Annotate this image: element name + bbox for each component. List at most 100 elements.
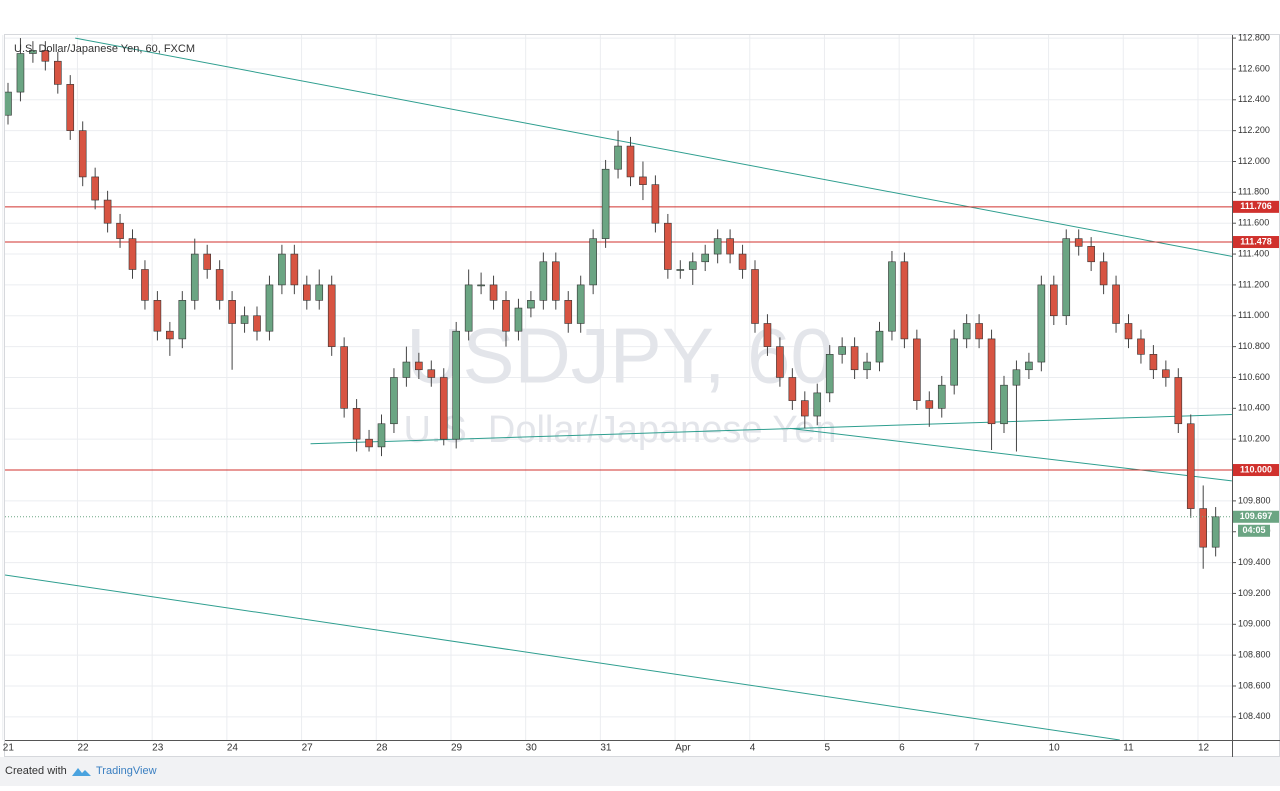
y-tick-label: 108.600 — [1238, 680, 1271, 690]
candle-body — [514, 307, 523, 332]
candle-body — [116, 222, 124, 239]
footer-brand[interactable]: TradingView — [96, 765, 157, 777]
candle-body — [340, 346, 348, 409]
y-tick-label: 111.400 — [1238, 248, 1269, 258]
footer-created: Created with — [5, 765, 67, 777]
candle-body — [203, 253, 211, 270]
y-tick-label: 111.200 — [1238, 279, 1269, 289]
candle-body — [128, 238, 137, 270]
candle-body — [1037, 284, 1046, 363]
candle-body — [863, 361, 871, 371]
chart-frame — [4, 34, 1280, 757]
x-tick-label: 5 — [824, 743, 830, 754]
y-tick-label: 109.200 — [1238, 588, 1271, 598]
candle-body — [875, 330, 884, 363]
candle-body — [751, 269, 759, 324]
candle-body — [489, 284, 498, 301]
candle-body — [701, 253, 710, 263]
y-tick-label: 109.800 — [1238, 495, 1271, 505]
y-tick-label: 112.800 — [1238, 32, 1270, 42]
candle-body — [327, 284, 336, 347]
candle-body — [776, 346, 784, 378]
candle-body — [464, 284, 473, 332]
candle-body — [987, 338, 996, 425]
candle-body — [439, 377, 448, 440]
current-price-box — [1233, 510, 1279, 523]
candle-body — [153, 300, 162, 332]
candle-body — [290, 253, 299, 286]
candle-body — [1087, 246, 1095, 263]
candle-body — [253, 315, 261, 332]
countdown-box — [1238, 524, 1270, 537]
x-tick-label: 21 — [3, 743, 15, 754]
candle-body — [825, 354, 834, 394]
watermark: USDJPY, 60 — [406, 312, 834, 400]
candle-body — [676, 269, 685, 271]
candle-body — [1050, 284, 1058, 317]
trend-line — [310, 413, 1232, 445]
candle-body — [41, 50, 50, 62]
candle-body — [838, 346, 846, 355]
y-tick-label: 112.400 — [1238, 94, 1270, 104]
candle-body — [452, 330, 461, 440]
candle-body — [614, 145, 622, 170]
candle-body — [639, 176, 647, 185]
grid — [2, 35, 1232, 740]
candle-body — [962, 323, 971, 340]
y-tick-label: 110.400 — [1238, 403, 1270, 413]
candle-body — [1012, 369, 1021, 386]
y-tick-label: 110.800 — [1238, 341, 1270, 351]
level-label-box — [1233, 236, 1279, 249]
y-tick-label: 110.200 — [1238, 434, 1270, 444]
candle-body — [1137, 338, 1145, 355]
x-tick-label: 4 — [750, 743, 756, 754]
candle-body — [539, 261, 548, 301]
candle-body — [1149, 354, 1158, 371]
candle-body — [228, 300, 236, 324]
candle-body — [688, 261, 697, 270]
candle-body — [166, 330, 174, 340]
candle-body — [1000, 384, 1008, 425]
candle-body — [564, 300, 573, 324]
candle-body — [215, 269, 224, 301]
candle-body — [265, 284, 274, 332]
candle-body — [664, 222, 672, 270]
candle-body — [1112, 284, 1120, 324]
y-tick-label: 111.600 — [1238, 218, 1269, 228]
candle-body — [377, 423, 386, 448]
candle-body — [713, 238, 722, 255]
candle-body — [626, 145, 635, 178]
candle-body — [103, 199, 112, 224]
candle-body — [5, 91, 12, 116]
x-tick-label: 31 — [600, 743, 612, 754]
y-tick-label: 110.600 — [1238, 372, 1270, 382]
level-label-box — [1233, 200, 1279, 213]
plot — [5, 37, 1232, 740]
candle-body — [726, 238, 734, 255]
candle-body — [1074, 238, 1083, 247]
candle-body — [190, 253, 199, 301]
y-tick-label: 111.800 — [1238, 187, 1269, 197]
candle-body — [975, 323, 983, 340]
candle-body — [589, 238, 597, 286]
candle-body — [53, 60, 62, 85]
level-label-box — [1233, 464, 1279, 477]
candle-body — [141, 269, 149, 301]
candle-body — [738, 253, 747, 270]
candle-body — [178, 300, 187, 340]
candle-body — [66, 84, 75, 131]
y-tick-label: 112.600 — [1238, 63, 1270, 73]
tradingview-logo[interactable] — [72, 768, 91, 776]
candle-body — [278, 253, 286, 286]
x-tick-label: 12 — [1198, 743, 1210, 754]
x-tick-label: 22 — [77, 743, 89, 754]
candle-body — [900, 261, 909, 340]
y-tick-label: 109.400 — [1238, 557, 1271, 567]
x-tick-label: 29 — [451, 743, 463, 754]
candle-body — [502, 300, 510, 332]
x-tick-label: 23 — [152, 743, 164, 754]
candle-body — [1174, 377, 1183, 425]
candle-body — [937, 384, 946, 409]
candle-body — [813, 392, 822, 417]
x-tick-label: 11 — [1123, 743, 1134, 754]
